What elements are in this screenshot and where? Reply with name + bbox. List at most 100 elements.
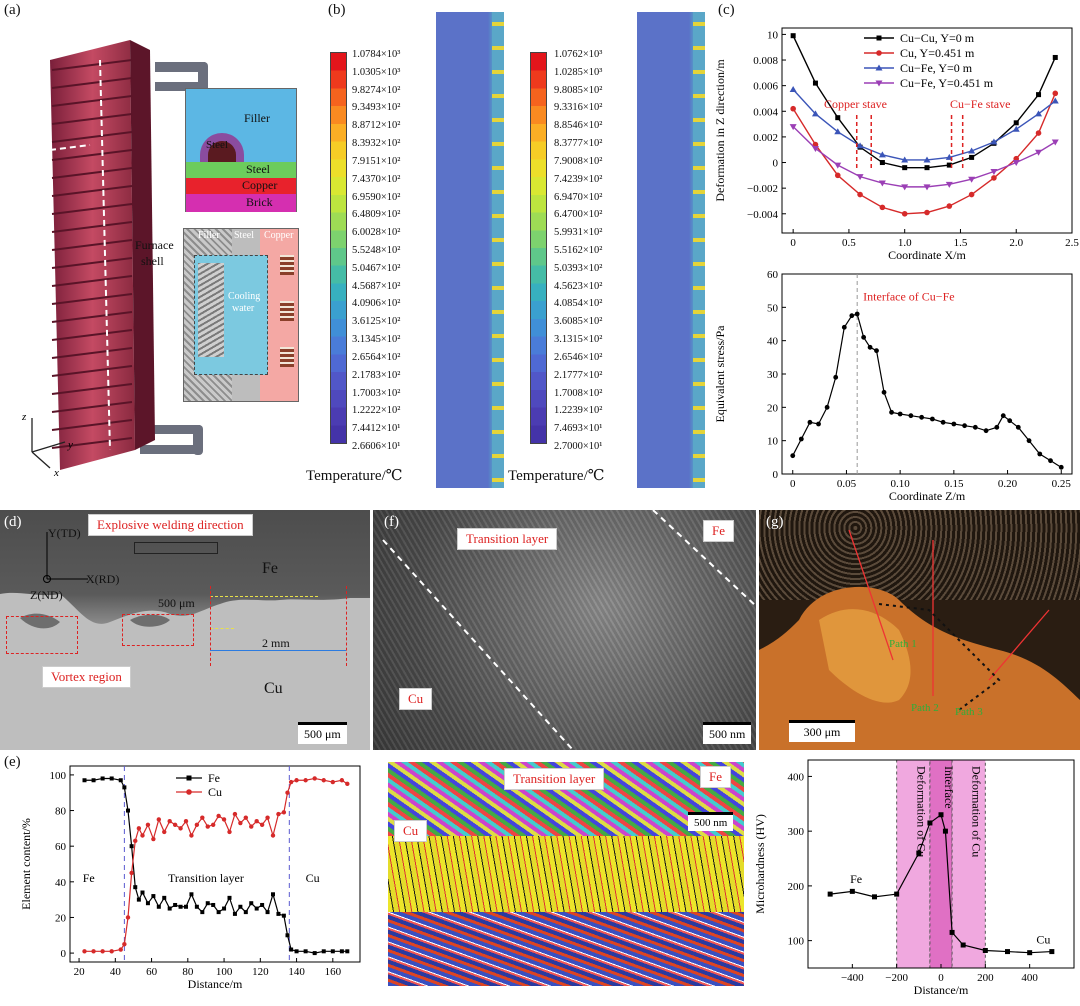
deform-point	[1035, 130, 1042, 136]
path2-label: Path 2	[911, 702, 939, 714]
colorbar-tick-label: 5.5162×10²	[554, 245, 603, 256]
element-point	[330, 779, 336, 785]
stave-rib	[51, 257, 133, 269]
deform-xtick-label: 1.5	[954, 237, 968, 249]
chart-stress: 0 0.05 0.10 0.15 0.20 0.25 0 10 20 30 40 50 60 Coordi…	[713, 269, 1073, 503]
deform-point	[857, 191, 863, 198]
element-point	[156, 817, 162, 822]
element-point	[126, 808, 130, 813]
axis-z-nd: Z(ND)	[30, 588, 63, 602]
furnace-shell-label-2: shell	[141, 254, 164, 268]
panel-ebsd-map: Transition layer Fe Cu 500 nm	[388, 762, 744, 986]
deform-point	[879, 204, 886, 211]
cooling-label-2: water	[232, 303, 255, 314]
hardness-point	[949, 929, 955, 935]
legend-marker	[875, 64, 883, 71]
element-point	[276, 911, 281, 916]
hardness-ytick-label: 400	[788, 771, 805, 783]
colorbar-tick-label: 3.6125×10²	[352, 316, 401, 328]
stress-point	[1037, 451, 1043, 457]
deform-point	[902, 165, 908, 171]
deform-ytick-label: 0.004	[753, 106, 778, 118]
element-point	[312, 951, 317, 956]
deform-ytick-label: 0.002	[753, 132, 778, 144]
colorbar-tick-label: 6.0028×10²	[352, 227, 401, 239]
stress-point	[807, 419, 813, 425]
dim-2mm: 2 mm	[262, 636, 290, 650]
stave-temperature-map-right	[637, 12, 705, 488]
band-label: Deformation of Cu	[970, 766, 984, 857]
vortex-region-label: Vortex region	[42, 666, 131, 688]
hardness-point	[960, 942, 966, 948]
deform-ylabel: Deformation in Z direction/m	[713, 59, 727, 202]
deform-ytick-label: 0.006	[753, 81, 778, 93]
element-point	[100, 776, 105, 781]
element-xtick-label: 80	[182, 966, 194, 978]
stress-point	[1026, 438, 1032, 444]
deform-point	[990, 169, 998, 175]
hardness-ytick-label: 300	[788, 826, 805, 838]
deform-point	[1051, 139, 1059, 146]
element-point	[189, 833, 194, 838]
deform-point	[812, 80, 818, 86]
stave-rib	[51, 59, 133, 71]
stress-ylabel: Equivalent stress/Pa	[713, 325, 727, 423]
colorbar-right-ticks: 1.0762×10³ 1.0285×10³ 9.8085×10² 9.3316×10²…	[554, 49, 634, 451]
legend-entry: Cu−Cu, Y=0 m	[900, 31, 975, 45]
element-point	[194, 904, 199, 909]
stress-point	[1000, 413, 1006, 419]
hardness-point	[927, 820, 933, 826]
path3-label: Path 3	[955, 706, 983, 718]
legend-marker	[876, 35, 882, 41]
element-point	[109, 949, 114, 954]
element-xlabel: Distance/m	[188, 977, 243, 991]
element-point	[172, 822, 178, 827]
element-point	[178, 826, 183, 831]
interface-wave	[0, 592, 370, 750]
element-point	[345, 781, 350, 787]
deform-point	[901, 156, 909, 163]
element-point	[82, 949, 87, 954]
element-point	[211, 902, 216, 907]
stress-point	[861, 334, 867, 340]
colorbar-tick-label: 3.1315×10²	[554, 334, 603, 346]
element-point	[243, 910, 248, 915]
deform-xtick-label: 1.0	[898, 237, 912, 249]
deform-point	[901, 210, 908, 217]
hardness-xtick-label: −400	[841, 972, 864, 984]
annotation-copper-stave: Copper stave	[824, 97, 887, 111]
colorbar-tick-label: 2.6546×10²	[554, 351, 603, 363]
element-point	[205, 901, 210, 906]
colorbar-tick-label: 5.0467×10²	[352, 262, 401, 274]
deform-point	[835, 115, 841, 121]
deform-point	[1052, 54, 1058, 60]
deform-point	[834, 162, 842, 169]
stave-rib	[51, 437, 133, 449]
stave-rib	[51, 275, 133, 287]
stress-xlabel: Coordinate Z/m	[889, 489, 966, 503]
colorbar-left-ticks: 1.0784×10³ 1.0305×10³ 9.8274×10² 9.3493×10²…	[352, 49, 432, 451]
element-point	[339, 949, 344, 954]
inset-copper-label: Copper	[242, 178, 278, 192]
deform-frame	[781, 27, 1073, 234]
stave-rib	[51, 311, 133, 323]
stave-rib	[51, 167, 133, 179]
legend-marker	[876, 50, 882, 56]
deform-series-line	[792, 93, 1056, 215]
stress-point	[816, 421, 821, 427]
hardness-point	[872, 894, 877, 900]
deform-point	[968, 176, 976, 183]
panel-label-b: (b)	[328, 2, 346, 18]
stress-xtick-label: 0.05	[837, 478, 857, 490]
scale-bar-d: 500 μm	[298, 722, 347, 744]
fe-label-ebsd: Fe	[700, 766, 731, 788]
deform-point	[968, 147, 976, 154]
element-point	[183, 819, 189, 824]
element-xtick-label: 20	[74, 966, 86, 978]
stave-rib	[51, 329, 133, 341]
stress-point	[929, 416, 935, 422]
stave-rib	[51, 203, 133, 215]
element-point	[122, 941, 127, 947]
element-point	[216, 910, 221, 915]
element-ytick-label: 80	[55, 806, 67, 818]
